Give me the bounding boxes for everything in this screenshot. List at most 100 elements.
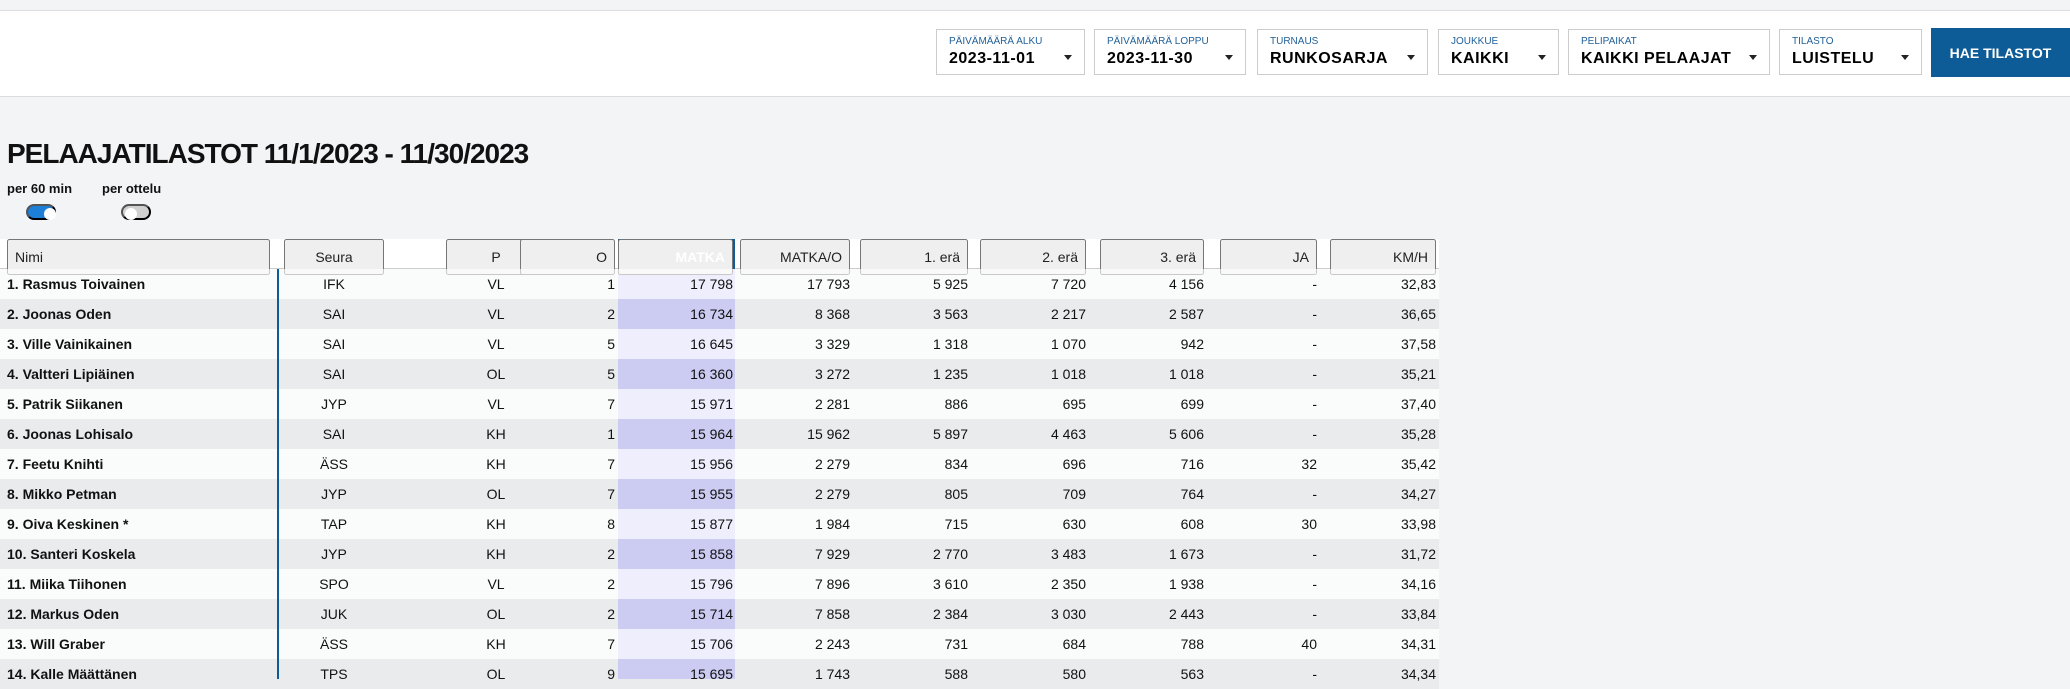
table-cell: KH [486,516,506,532]
player-name: 11. Miika Tiihonen [7,576,127,592]
table-cell: VL [487,276,505,292]
stats-table: Nimi Seura P O MATKA MATKA/O 1. erä 2. erä 3. er… [0,239,1439,682]
toggle-switch[interactable] [121,204,151,220]
table-cell: 16 734 [690,306,733,322]
toggle-knob [44,208,56,220]
table-cell: 715 [944,516,968,532]
table-cell: 5 [607,336,615,352]
table-cell: 630 [1062,516,1086,532]
table-row: 3. Ville Vainikainen SAI VL 5 16 645 3 329 1 3… [0,329,1439,359]
table-cell: 2 279 [814,486,850,502]
table-cell: 17 793 [807,276,850,292]
player-name: 12. Markus Oden [7,606,120,622]
table-cell: 5 897 [932,426,968,442]
column-divider [277,269,279,679]
table-cell: 15 695 [690,666,733,682]
player-name: 14. Kalle Määttänen [7,666,137,682]
table-cell: 1 070 [1050,336,1086,352]
table-cell: 699 [1180,396,1204,412]
table-cell: 7 [607,396,615,412]
table-cell: 37,58 [1400,336,1436,352]
table-cell: 35,21 [1400,366,1436,382]
table-cell: 764 [1180,486,1204,502]
player-name: 4. Valtteri Lipiäinen [7,366,135,382]
table-cell: 7 [607,636,615,652]
filter-dropdown[interactable]: PELIPAIKAT KAIKKI PELAAJAT [1568,29,1770,75]
table-cell: 15 971 [690,396,733,412]
table-cell: 35,42 [1400,456,1436,472]
table-cell: 1 318 [932,336,968,352]
table-row: 5. Patrik Siikanen JYP VL 7 15 971 2 281 886 69… [0,389,1439,419]
table-row: 13. Will Graber ÄSS KH 7 15 706 2 243 731 684 78… [0,629,1439,659]
filter-dropdown[interactable]: JOUKKUE KAIKKI [1438,29,1559,75]
table-cell: 4 463 [1050,426,1086,442]
player-name: 5. Patrik Siikanen [7,396,123,412]
table-row: 1. Rasmus Toivainen IFK VL 1 17 798 17 793 5 9… [0,269,1439,299]
table-cell: JYP [321,486,347,502]
table-cell: - [1312,426,1317,442]
table-cell: 2 281 [814,396,850,412]
table-cell: 15 955 [690,486,733,502]
toggle-switch[interactable] [26,204,56,220]
player-name: 1. Rasmus Toivainen [7,276,146,292]
filter-label: TILASTO [1792,36,1834,47]
table-cell: 34,16 [1400,576,1436,592]
table-cell: 15 877 [690,516,733,532]
table-cell: SAI [322,426,346,442]
filter-dropdown[interactable]: PÄIVÄMÄÄRÄ LOPPU 2023-11-30 [1094,29,1246,75]
table-cell: 15 796 [690,576,733,592]
player-name: 6. Joonas Lohisalo [7,426,134,442]
table-cell: - [1312,336,1317,352]
filter-dropdown[interactable]: TURNAUS RUNKOSARJA [1257,29,1428,75]
table-row: 10. Santeri Koskela JYP KH 2 15 858 7 929 2 77… [0,539,1439,569]
table-cell: 1 018 [1050,366,1086,382]
table-cell: 32,83 [1400,276,1436,292]
table-cell: VL [487,396,505,412]
filter-value: LUISTELU [1792,50,1875,67]
table-row: 8. Mikko Petman JYP OL 7 15 955 2 279 805 709 76… [0,479,1439,509]
dropdown-caret [1538,55,1546,60]
table-cell: 2 350 [1050,576,1086,592]
filter-value: KAIKKI PELAAJAT [1581,50,1732,67]
table-cell: 9 [607,666,615,682]
table-cell: 33,98 [1400,516,1436,532]
table-cell: TAP [320,516,348,532]
table-cell: 34,34 [1400,666,1436,682]
table-cell: - [1312,606,1317,622]
table-cell: IFK [323,276,345,292]
table-cell: OL [486,366,506,382]
table-cell: - [1312,396,1317,412]
filter-value: 2023-11-30 [1107,50,1193,67]
table-cell: 2 [607,306,615,322]
table-cell: 16 645 [690,336,733,352]
table-cell: 1 938 [1168,576,1204,592]
table-cell: 2 [607,546,615,562]
table-cell: 1 743 [814,666,850,682]
table-cell: SAI [322,306,346,322]
table-cell: 2 [607,606,615,622]
filter-label: PÄIVÄMÄÄRÄ LOPPU [1107,36,1209,47]
filter-label: PÄIVÄMÄÄRÄ ALKU [949,36,1043,47]
table-cell: SAI [322,366,346,382]
filter-dropdown[interactable]: PÄIVÄMÄÄRÄ ALKU 2023-11-01 [936,29,1085,75]
table-cell: 16 360 [690,366,733,382]
table-cell: 15 956 [690,456,733,472]
filter-value: RUNKOSARJA [1270,50,1388,67]
table-cell: 34,31 [1400,636,1436,652]
filter-label: TURNAUS [1270,36,1319,47]
table-cell: 1 [607,426,615,442]
fetch-button[interactable]: HAE TILASTOT [1931,28,2070,77]
table-cell: JYP [321,546,347,562]
filter-label: JOUKKUE [1451,36,1499,47]
table-cell: 8 368 [814,306,850,322]
table-cell: 15 858 [690,546,733,562]
table-cell: 716 [1180,456,1204,472]
dropdown-caret [1901,55,1909,60]
dropdown-caret [1064,55,1072,60]
filter-dropdown[interactable]: TILASTO LUISTELU [1779,29,1922,75]
table-cell: 3 030 [1050,606,1086,622]
table-cell: 684 [1062,636,1086,652]
table-cell: 805 [944,486,968,502]
table-cell: 37,40 [1400,396,1436,412]
table-cell: VL [487,336,505,352]
